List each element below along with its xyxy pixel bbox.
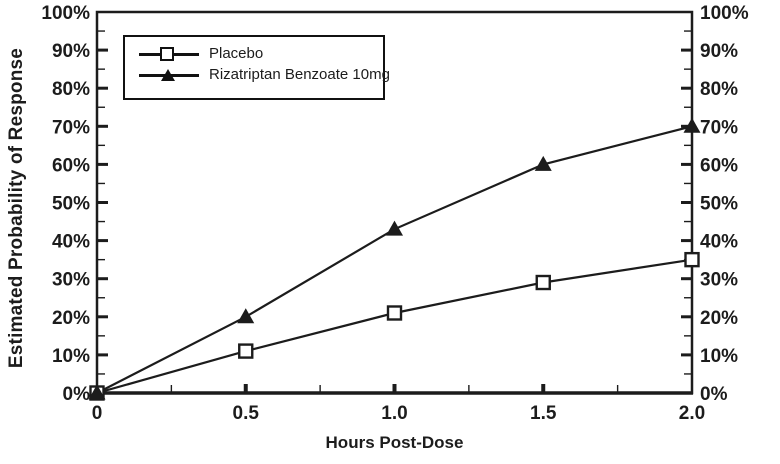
legend-item-placebo: Placebo — [139, 43, 383, 64]
x-tick-label: 1.5 — [530, 403, 557, 424]
y-tick-label-left: 90% — [52, 41, 90, 62]
filled-triangle-marker — [534, 155, 552, 171]
y-tick-label-right: 30% — [700, 270, 738, 291]
y-tick-label-right: 0% — [700, 384, 728, 405]
y-tick-label-right: 100% — [700, 3, 749, 24]
open-square-marker-icon — [160, 46, 174, 61]
y-tick-label-right: 90% — [700, 41, 738, 62]
legend-label-placebo: Placebo — [209, 45, 264, 62]
x-tick-label: 0.5 — [233, 403, 260, 424]
y-tick-label-right: 20% — [700, 308, 738, 329]
filled-triangle-marker-icon — [161, 68, 175, 81]
open-square-marker — [684, 251, 700, 268]
y-axis-title: Estimated Probability of Response — [6, 47, 27, 369]
legend-item-rizatriptan: Rizatriptan Benzoate 10mg — [139, 64, 390, 85]
filled-triangle-marker — [683, 117, 701, 133]
y-tick-label-left: 20% — [52, 308, 90, 329]
y-tick-label-right: 80% — [700, 79, 738, 100]
y-tick-label-left: 80% — [52, 79, 90, 100]
y-tick-label-right: 60% — [700, 155, 738, 176]
series-line — [96, 258, 693, 395]
y-tick-label-left: 50% — [52, 194, 90, 215]
filled-triangle-marker — [386, 220, 403, 236]
filled-triangle-marker — [88, 384, 106, 400]
y-tick-label-left: 60% — [52, 155, 90, 176]
y-tick-label-left: 10% — [52, 346, 90, 367]
y-tick-label-left: 40% — [52, 232, 90, 253]
y-tick-label-right: 50% — [700, 194, 738, 215]
y-tick-label-right: 70% — [700, 117, 738, 138]
rizatriptan-swatch — [139, 67, 199, 83]
placebo-swatch — [139, 46, 199, 62]
legend: Placebo Rizatriptan Benzoate 10mg — [123, 35, 390, 100]
series-line — [96, 125, 693, 394]
open-square-marker — [535, 274, 551, 291]
open-square-marker — [238, 343, 254, 359]
x-tick-label: 2.0 — [679, 403, 705, 424]
legend-label-rizatriptan: Rizatriptan Benzoate 10mg — [209, 66, 390, 83]
y-tick-label-right: 40% — [700, 232, 738, 253]
y-tick-label-left: 0% — [63, 384, 91, 405]
filled-triangle-marker — [237, 308, 255, 324]
y-tick-label-left: 30% — [52, 270, 90, 291]
x-tick-label: 0 — [92, 403, 103, 424]
open-square-marker — [386, 305, 403, 321]
y-tick-label-left: 70% — [52, 117, 90, 138]
y-tick-label-left: 100% — [41, 3, 90, 24]
y-tick-label-right: 10% — [700, 346, 738, 367]
x-tick-label: 1.0 — [381, 403, 407, 424]
x-axis-title: Hours Post-Dose — [325, 433, 464, 452]
